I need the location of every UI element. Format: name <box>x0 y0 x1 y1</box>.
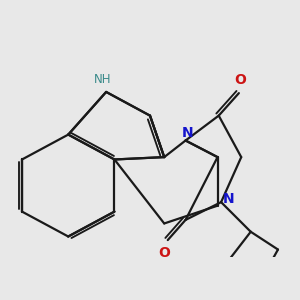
Text: N: N <box>182 126 193 140</box>
Text: O: O <box>158 247 170 260</box>
Text: N: N <box>222 192 234 206</box>
Text: O: O <box>235 73 247 87</box>
Text: NH: NH <box>94 73 111 85</box>
